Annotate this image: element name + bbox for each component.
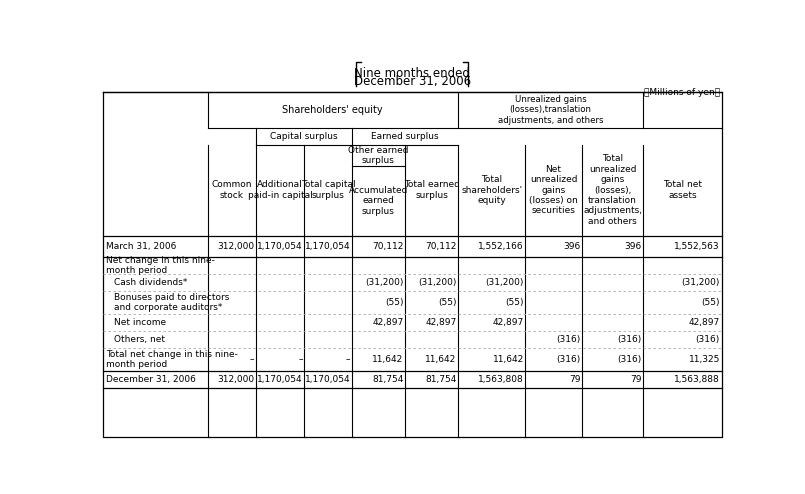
Text: Capital surplus: Capital surplus xyxy=(270,132,337,141)
Text: Common
stock: Common stock xyxy=(212,180,252,200)
Text: 1,170,054: 1,170,054 xyxy=(304,375,350,384)
Text: Nine months ended: Nine months ended xyxy=(354,67,470,80)
Text: 1,170,054: 1,170,054 xyxy=(258,242,303,251)
Text: （Millions of yen）: （Millions of yen） xyxy=(644,88,720,97)
Text: 79: 79 xyxy=(630,375,642,384)
Text: (55): (55) xyxy=(701,298,720,307)
Text: (316): (316) xyxy=(617,355,642,364)
Text: 70,112: 70,112 xyxy=(372,242,403,251)
Text: 396: 396 xyxy=(564,242,580,251)
Text: 1,563,888: 1,563,888 xyxy=(674,375,720,384)
Text: Bonuses paid to directors
and corporate auditors*: Bonuses paid to directors and corporate … xyxy=(114,293,229,312)
Text: Shareholders' equity: Shareholders' equity xyxy=(283,105,383,115)
Text: 11,325: 11,325 xyxy=(688,355,720,364)
Text: Others, net: Others, net xyxy=(114,335,165,344)
Text: December 31, 2006: December 31, 2006 xyxy=(106,375,196,384)
Text: 1,552,563: 1,552,563 xyxy=(675,242,720,251)
Text: Earned surplus: Earned surplus xyxy=(371,132,439,141)
Text: 396: 396 xyxy=(625,242,642,251)
Text: 1,563,808: 1,563,808 xyxy=(478,375,524,384)
Text: Net income: Net income xyxy=(114,318,166,327)
Text: (31,200): (31,200) xyxy=(485,278,524,287)
Text: –: – xyxy=(250,355,254,364)
Text: 79: 79 xyxy=(569,375,580,384)
Text: 42,897: 42,897 xyxy=(688,318,720,327)
Text: (316): (316) xyxy=(556,335,580,344)
Text: Total net
assets: Total net assets xyxy=(663,180,702,200)
Text: Total capital
surplus: Total capital surplus xyxy=(301,180,355,200)
Text: Cash dividends*: Cash dividends* xyxy=(114,278,188,287)
Text: (31,200): (31,200) xyxy=(418,278,456,287)
Text: (55): (55) xyxy=(438,298,456,307)
Text: Unrealized gains
(losses),translation
adjustments, and others: Unrealized gains (losses),translation ad… xyxy=(497,95,603,124)
Text: (31,200): (31,200) xyxy=(365,278,403,287)
Text: 11,642: 11,642 xyxy=(373,355,403,364)
Text: Total
unrealized
gains
(losses),
translation
adjustments,
and others: Total unrealized gains (losses), transla… xyxy=(583,155,642,226)
Text: 42,897: 42,897 xyxy=(493,318,524,327)
Text: 81,754: 81,754 xyxy=(425,375,456,384)
Text: Other earned
surplus: Other earned surplus xyxy=(349,146,409,165)
Text: 1,170,054: 1,170,054 xyxy=(258,375,303,384)
Text: –: – xyxy=(299,355,303,364)
Text: (55): (55) xyxy=(385,298,403,307)
Text: (316): (316) xyxy=(556,355,580,364)
Text: 312,000: 312,000 xyxy=(217,242,254,251)
Text: 81,754: 81,754 xyxy=(372,375,403,384)
Text: (316): (316) xyxy=(696,335,720,344)
Text: (31,200): (31,200) xyxy=(682,278,720,287)
Text: –: – xyxy=(345,355,350,364)
Text: Accumulated
earned
surplus: Accumulated earned surplus xyxy=(349,186,408,216)
Text: 1,170,054: 1,170,054 xyxy=(304,242,350,251)
Text: Net
unrealized
gains
(losses) on
securities: Net unrealized gains (losses) on securit… xyxy=(529,165,578,215)
Text: Total
shareholders'
equity: Total shareholders' equity xyxy=(461,175,522,205)
Text: 1,552,166: 1,552,166 xyxy=(478,242,524,251)
Text: 11,642: 11,642 xyxy=(425,355,456,364)
Text: Net change in this nine-
month period: Net change in this nine- month period xyxy=(106,256,215,275)
Text: Additional
paid-in capital: Additional paid-in capital xyxy=(248,180,312,200)
Text: 42,897: 42,897 xyxy=(425,318,456,327)
Text: (316): (316) xyxy=(617,335,642,344)
Text: (55): (55) xyxy=(506,298,524,307)
Text: Total earned
surplus: Total earned surplus xyxy=(403,180,460,200)
Text: March 31, 2006: March 31, 2006 xyxy=(106,242,176,251)
Text: Total net change in this nine-
month period: Total net change in this nine- month per… xyxy=(106,350,238,370)
Text: 70,112: 70,112 xyxy=(425,242,456,251)
Text: 312,000: 312,000 xyxy=(217,375,254,384)
Text: December 31, 2006: December 31, 2006 xyxy=(353,75,471,87)
Text: 11,642: 11,642 xyxy=(493,355,524,364)
Text: 42,897: 42,897 xyxy=(373,318,403,327)
